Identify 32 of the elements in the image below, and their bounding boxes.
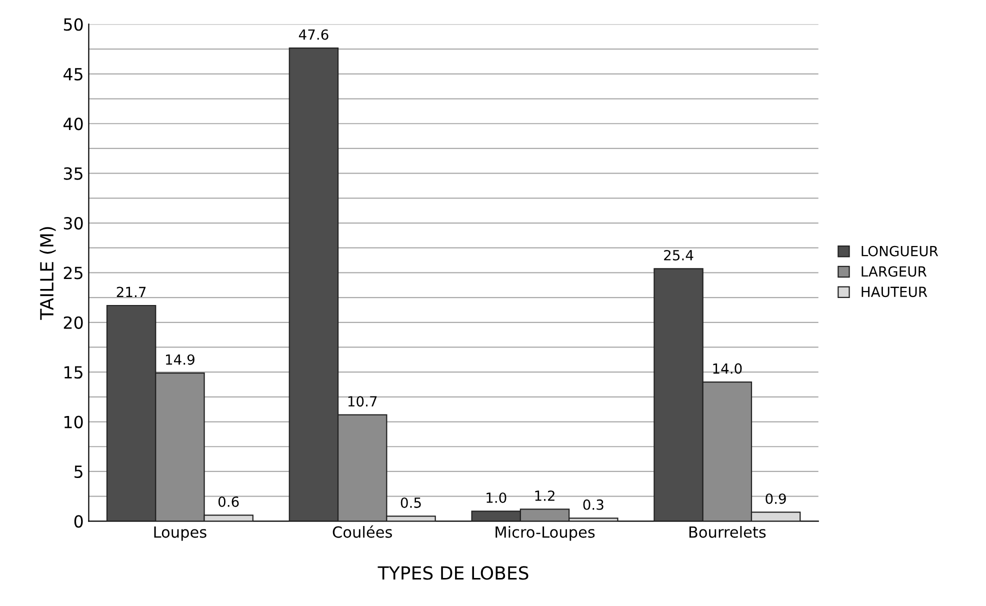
data-label: 1.2 [535, 490, 554, 501]
legend-label: HAUTEUR [862, 286, 928, 298]
y-tick-label: 40 [63, 118, 83, 130]
y-tick-label: 10 [64, 416, 83, 428]
data-label: 47.6 [298, 29, 328, 40]
data-label: 14.9 [166, 354, 194, 365]
x-tick-label: Micro-Loupes [496, 526, 595, 541]
data-label: 14.0 [713, 363, 742, 374]
x-axis-title: TYPES DE LOBES [378, 566, 528, 580]
data-label: 25.4 [664, 250, 694, 260]
y-tick-label: 30 [64, 216, 83, 230]
legend-label: LARGEUR [862, 266, 927, 277]
data-label: 21.7 [116, 286, 146, 298]
y-tick-label: 45 [63, 68, 82, 80]
data-label: 0.9 [766, 493, 786, 504]
data-label: 0.5 [400, 497, 421, 508]
y-tick-label: 5 [74, 466, 82, 478]
x-tick-label: Coulées [332, 525, 392, 538]
data-label: 10.7 [348, 396, 377, 407]
y-tick-label: 50 [64, 18, 83, 31]
data-label: 1.0 [486, 492, 506, 503]
y-tick-label: 15 [64, 366, 82, 379]
y-tick-label: 25 [64, 266, 82, 280]
data-label: 0.3 [583, 499, 604, 510]
y-tick-label: 0 [74, 515, 83, 528]
y-tick-label: 35 [64, 167, 82, 180]
y-axis-title: TAILLE (M) [40, 227, 56, 320]
x-tick-label: Bourrelets [689, 526, 766, 538]
data-label: 0.6 [218, 496, 239, 507]
legend-label: LONGUEUR [862, 246, 938, 256]
x-tick-label: Loupes [154, 526, 206, 541]
y-tick-label: 20 [64, 316, 83, 329]
